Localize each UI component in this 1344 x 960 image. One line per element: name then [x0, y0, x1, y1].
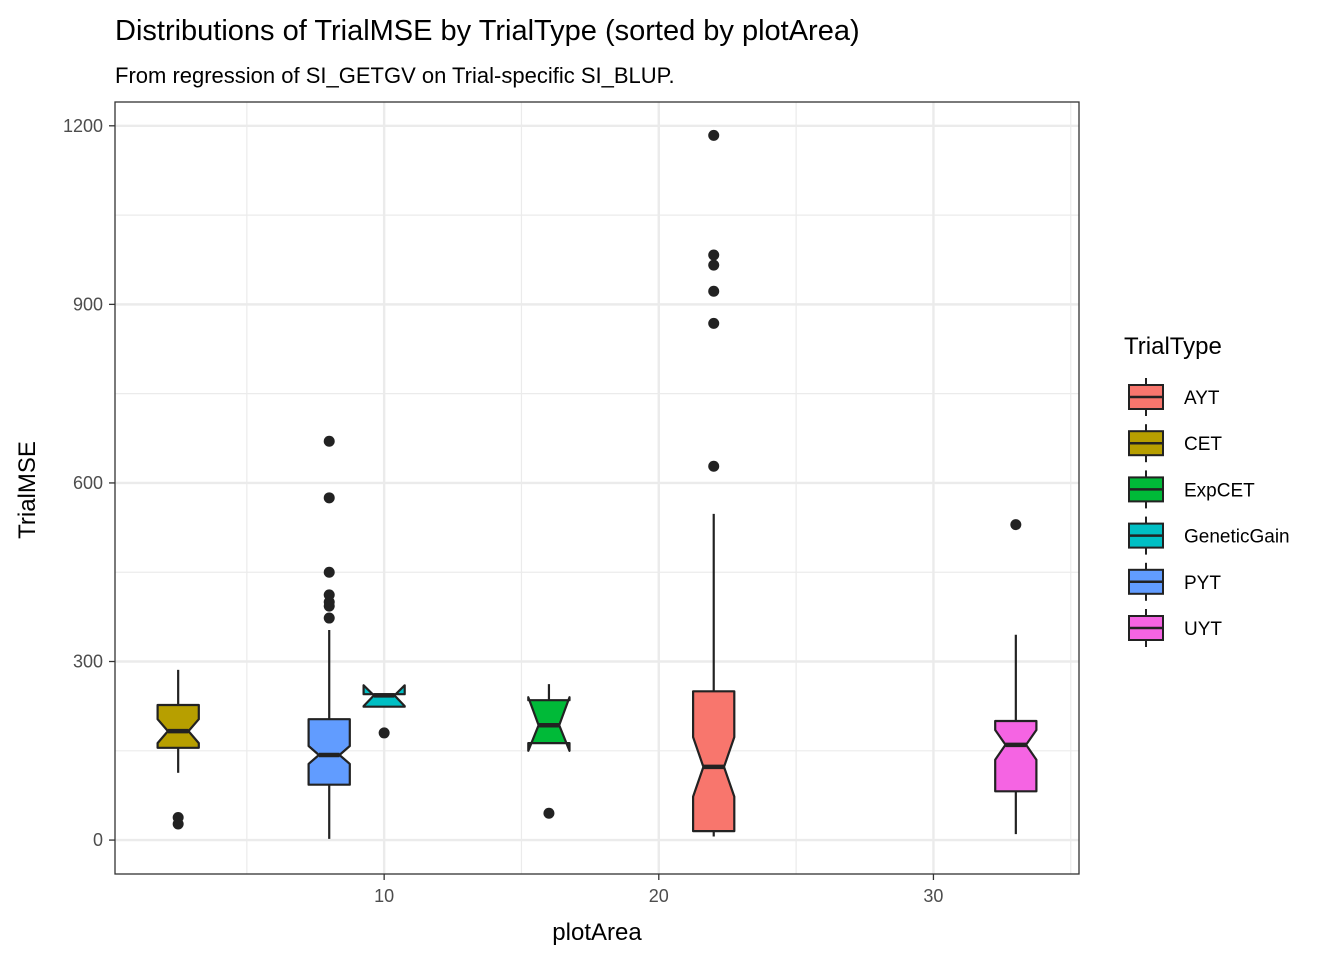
y-tick-label: 900	[73, 294, 103, 314]
outlier-point	[708, 129, 720, 141]
legend-label: UYT	[1184, 619, 1222, 640]
outlier-point	[323, 612, 335, 624]
outlier-point	[708, 460, 720, 472]
box-ayt	[691, 129, 736, 837]
legend-title: TrialType	[1124, 333, 1222, 360]
legend-item-cet: CET	[1128, 424, 1222, 463]
box-cet	[156, 669, 200, 830]
y-tick-label: 0	[93, 830, 103, 850]
outlier-point	[323, 589, 335, 601]
box-body	[691, 690, 736, 833]
legend-item-uyt: UYT	[1128, 609, 1222, 647]
panel-border	[114, 101, 1080, 875]
outlier-point	[1010, 519, 1022, 531]
legend-item-expcet: ExpCET	[1128, 470, 1255, 509]
outlier-point	[708, 249, 720, 261]
outlier-point	[172, 811, 184, 823]
box-body	[994, 719, 1038, 793]
chart-title: Distributions of TrialMSE by TrialType (…	[115, 15, 860, 47]
box-expcet	[527, 684, 571, 819]
legend-item-geneticgain: GeneticGain	[1128, 516, 1290, 555]
box-geneticgain	[362, 684, 406, 739]
box-series	[156, 129, 1038, 839]
y-tick-label: 600	[73, 473, 103, 493]
legend-label: CET	[1184, 434, 1222, 455]
chart-subtitle: From regression of SI_GETGV on Trial-spe…	[115, 63, 675, 88]
legend-label: AYT	[1184, 388, 1220, 409]
y-tick-label: 1200	[63, 116, 103, 136]
legend-label: GeneticGain	[1184, 527, 1290, 548]
x-tick-label: 30	[923, 886, 943, 906]
x-tick-label: 10	[374, 886, 394, 906]
outlier-point	[708, 317, 720, 329]
x-axis-label: plotArea	[552, 919, 642, 946]
plot-panel	[115, 102, 1079, 874]
outlier-point	[708, 259, 720, 271]
axes: 0 300 600 900 1200 10 20 30	[63, 116, 944, 906]
outlier-point	[323, 435, 335, 447]
legend-label: PYT	[1184, 573, 1221, 594]
box-uyt	[994, 519, 1038, 835]
box-body	[156, 703, 200, 749]
y-axis-label: TrialMSE	[14, 441, 41, 539]
y-tick-label: 300	[73, 652, 103, 672]
outlier-point	[378, 727, 390, 739]
outlier-point	[323, 566, 335, 578]
legend-label: ExpCET	[1184, 480, 1255, 501]
box-pyt	[307, 435, 351, 839]
outlier-point	[543, 807, 555, 819]
box-body	[307, 718, 351, 786]
x-tick-label: 20	[649, 886, 669, 906]
outlier-point	[323, 492, 335, 504]
legend: TrialType AYT CET ExpCET GeneticGain PYT UYT	[1124, 333, 1290, 647]
outlier-point	[708, 285, 720, 297]
grid-lines	[115, 102, 1079, 874]
legend-item-pyt: PYT	[1128, 562, 1221, 601]
legend-item-ayt: AYT	[1128, 378, 1220, 416]
